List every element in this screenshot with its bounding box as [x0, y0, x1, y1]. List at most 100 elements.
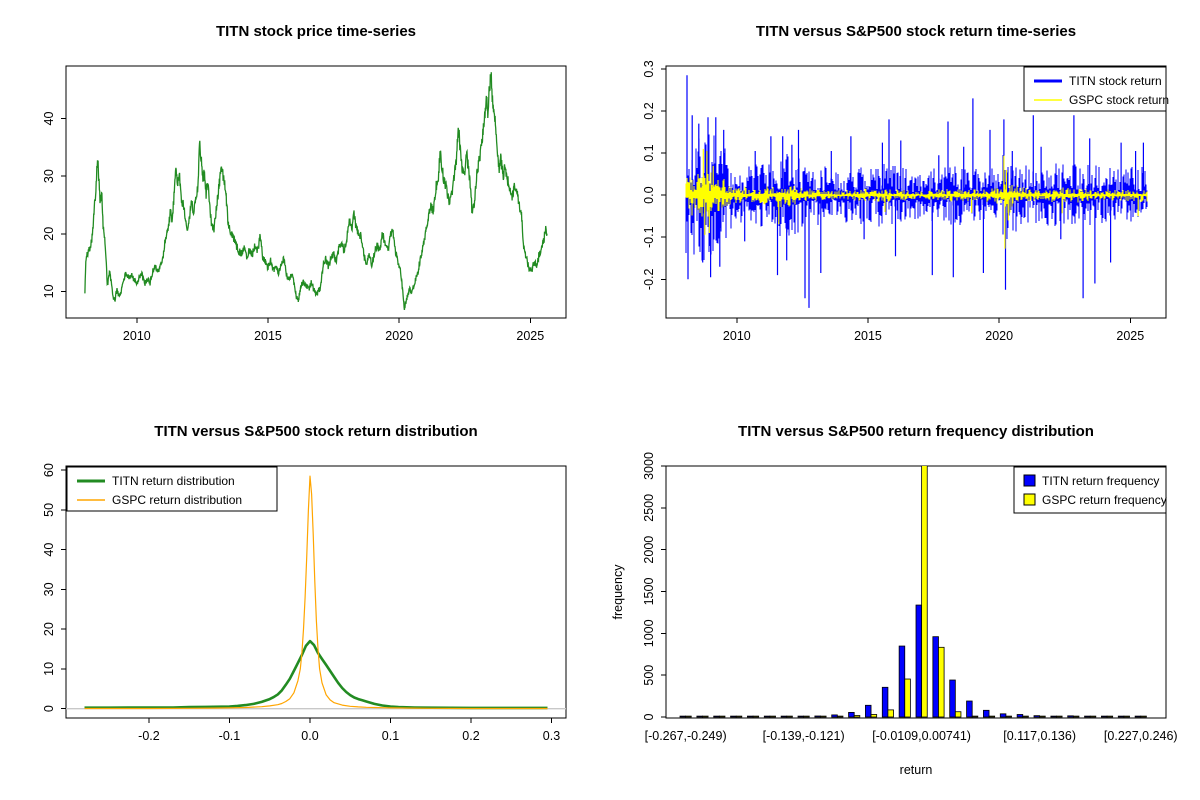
bin-label: [0.227,0.246)	[1104, 729, 1178, 743]
gspc-frequency-bar	[904, 678, 911, 718]
price-series-line	[84, 72, 548, 310]
x-tick-label: -0.2	[138, 729, 160, 743]
price-chart: TITN stock price time-series 2010 2015 202…	[42, 23, 567, 343]
y-tick-label: 500	[642, 665, 656, 686]
y-tick-label: 0.1	[642, 144, 656, 161]
titn-frequency-bar	[848, 711, 855, 718]
x-tick-label: 2015	[854, 329, 882, 343]
y-tick-label: 0	[642, 713, 656, 720]
panel-returns-chart: TITN versus S&P500 stock return time-ser…	[600, 0, 1200, 400]
gspc-frequency-bar	[988, 715, 996, 718]
density-chart-title: TITN versus S&P500 stock return distribu…	[154, 423, 477, 440]
histogram-chart: TITN versus S&P500 return frequency dist…	[611, 423, 1178, 777]
gspc-frequency-bar	[853, 715, 861, 718]
y-axis-title: frequency	[611, 564, 625, 620]
gspc-frequency-bar	[1089, 715, 1097, 718]
y-tick-label: -0.1	[642, 226, 656, 248]
gspc-frequency-bar	[803, 715, 810, 718]
legend-label: GSPC return distribution	[112, 493, 242, 507]
gspc-frequency-bar	[752, 715, 760, 718]
price-chart-plot: 2010 2015 2020 2025 10 20 30 40	[42, 65, 567, 343]
titn-frequency-bar	[1067, 715, 1074, 718]
legend-label: TITN return frequency	[1042, 474, 1159, 488]
axes: 2010 2015 2020 2025 10 20 30 40	[42, 112, 544, 343]
gspc-frequency-bar	[836, 715, 844, 718]
titn-frequency-bar	[1084, 715, 1091, 718]
density-chart-plot: -0.2 -0.1 0.0 0.1 0.2 0.3 0 10 20 30 40 50 60 TITN re…	[42, 463, 567, 743]
y-tick-label: 0	[42, 705, 56, 712]
titn-frequency-bar	[696, 715, 703, 718]
gspc-frequency-bar	[1005, 715, 1012, 718]
bin-label: [-0.139,-0.121)	[763, 729, 845, 743]
x-axis-title: return	[900, 763, 933, 777]
y-tick-label: 2500	[642, 494, 656, 522]
y-tick-label: 2000	[642, 536, 656, 564]
titn-frequency-bar	[747, 715, 754, 718]
titn-frequency-bar	[1134, 715, 1142, 718]
bin-label: [-0.0109,0.00741)	[872, 729, 971, 743]
gspc-frequency-bar	[769, 715, 776, 718]
y-tick-label: 20	[42, 227, 56, 241]
plot-border	[65, 465, 567, 719]
y-tick-label: 10	[42, 284, 56, 298]
gspc-return-spikes	[702, 148, 1139, 249]
y-tick-label: 30	[42, 582, 56, 596]
gspc-frequency-bar	[1072, 715, 1080, 718]
gspc-density-curve	[84, 475, 548, 710]
gspc-frequency-bar	[1123, 715, 1130, 718]
legend-swatch	[1023, 493, 1036, 506]
legend-label: GSPC return frequency	[1042, 493, 1167, 507]
titn-frequency-bar	[797, 715, 805, 718]
plot-border	[665, 65, 1167, 319]
y-tick-label: 40	[42, 543, 56, 557]
titn-frequency-bar	[949, 679, 956, 718]
panel-histogram-chart: TITN versus S&P500 return frequency dist…	[600, 400, 1200, 800]
titn-frequency-bar	[1050, 715, 1057, 718]
y-tick-label: 3000	[642, 452, 656, 480]
gspc-frequency-bar	[1056, 715, 1063, 718]
legend-label: TITN return distribution	[112, 474, 235, 488]
x-tick-label: 2010	[123, 329, 151, 343]
gspc-frequency-bar	[786, 715, 793, 718]
legend-label: TITN stock return	[1069, 74, 1162, 88]
bin-label: [0.117,0.136)	[1003, 729, 1076, 743]
y-tick-label: 0.2	[642, 102, 656, 119]
x-tick-label: 0.2	[462, 729, 479, 743]
axes: 0 500 1000 1500 2000 2500 3000	[642, 452, 666, 720]
titn-frequency-bar	[1101, 715, 1108, 718]
legend-label: GSPC stock return	[1069, 93, 1169, 107]
gspc-frequency-bar	[954, 711, 962, 718]
titn-frequency-bar	[915, 604, 923, 718]
titn-frequency-bar	[763, 715, 771, 718]
panel-price-chart: TITN stock price time-series 2010 2015 202…	[0, 0, 600, 400]
titn-frequency-bar	[1016, 714, 1024, 718]
titn-frequency-bar	[966, 700, 973, 718]
gspc-frequency-bar	[938, 646, 945, 718]
histogram-chart-plot: 050010001500200025003000[-0.267,-0.249)[…	[611, 452, 1178, 777]
gspc-frequency-bar	[887, 709, 894, 718]
legend: TITN return distribution GSPC return dist…	[66, 466, 278, 512]
gspc-frequency-bar	[702, 715, 709, 718]
titn-frequency-bar	[898, 645, 906, 718]
titn-frequency-bar	[881, 686, 889, 718]
price-chart-title: TITN stock price time-series	[216, 23, 416, 40]
y-tick-label: 1000	[642, 619, 656, 647]
gspc-frequency-bar	[1039, 715, 1046, 718]
axes: -0.2 -0.1 0.0 0.1 0.2 0.3 0 10 20 30 40 50 60	[42, 463, 560, 743]
titn-frequency-bar	[999, 713, 1007, 718]
density-chart: TITN versus S&P500 stock return distribu…	[42, 423, 567, 743]
gspc-frequency-bar	[718, 715, 726, 718]
gspc-frequency-bar	[1106, 715, 1114, 718]
titn-frequency-bar	[932, 636, 939, 718]
histogram-chart-title: TITN versus S&P500 return frequency dist…	[738, 423, 1094, 440]
titn-frequency-bar	[730, 715, 737, 718]
titn-density-curve	[84, 639, 548, 710]
titn-frequency-bar	[865, 704, 872, 718]
titn-frequency-bar	[780, 715, 788, 718]
panel-density-chart: TITN versus S&P500 stock return distribu…	[0, 400, 600, 800]
x-tick-label: 0.3	[543, 729, 560, 743]
gspc-frequency-bar	[820, 715, 827, 718]
x-tick-label: 0.1	[382, 729, 399, 743]
y-tick-label: 0.0	[642, 186, 656, 203]
